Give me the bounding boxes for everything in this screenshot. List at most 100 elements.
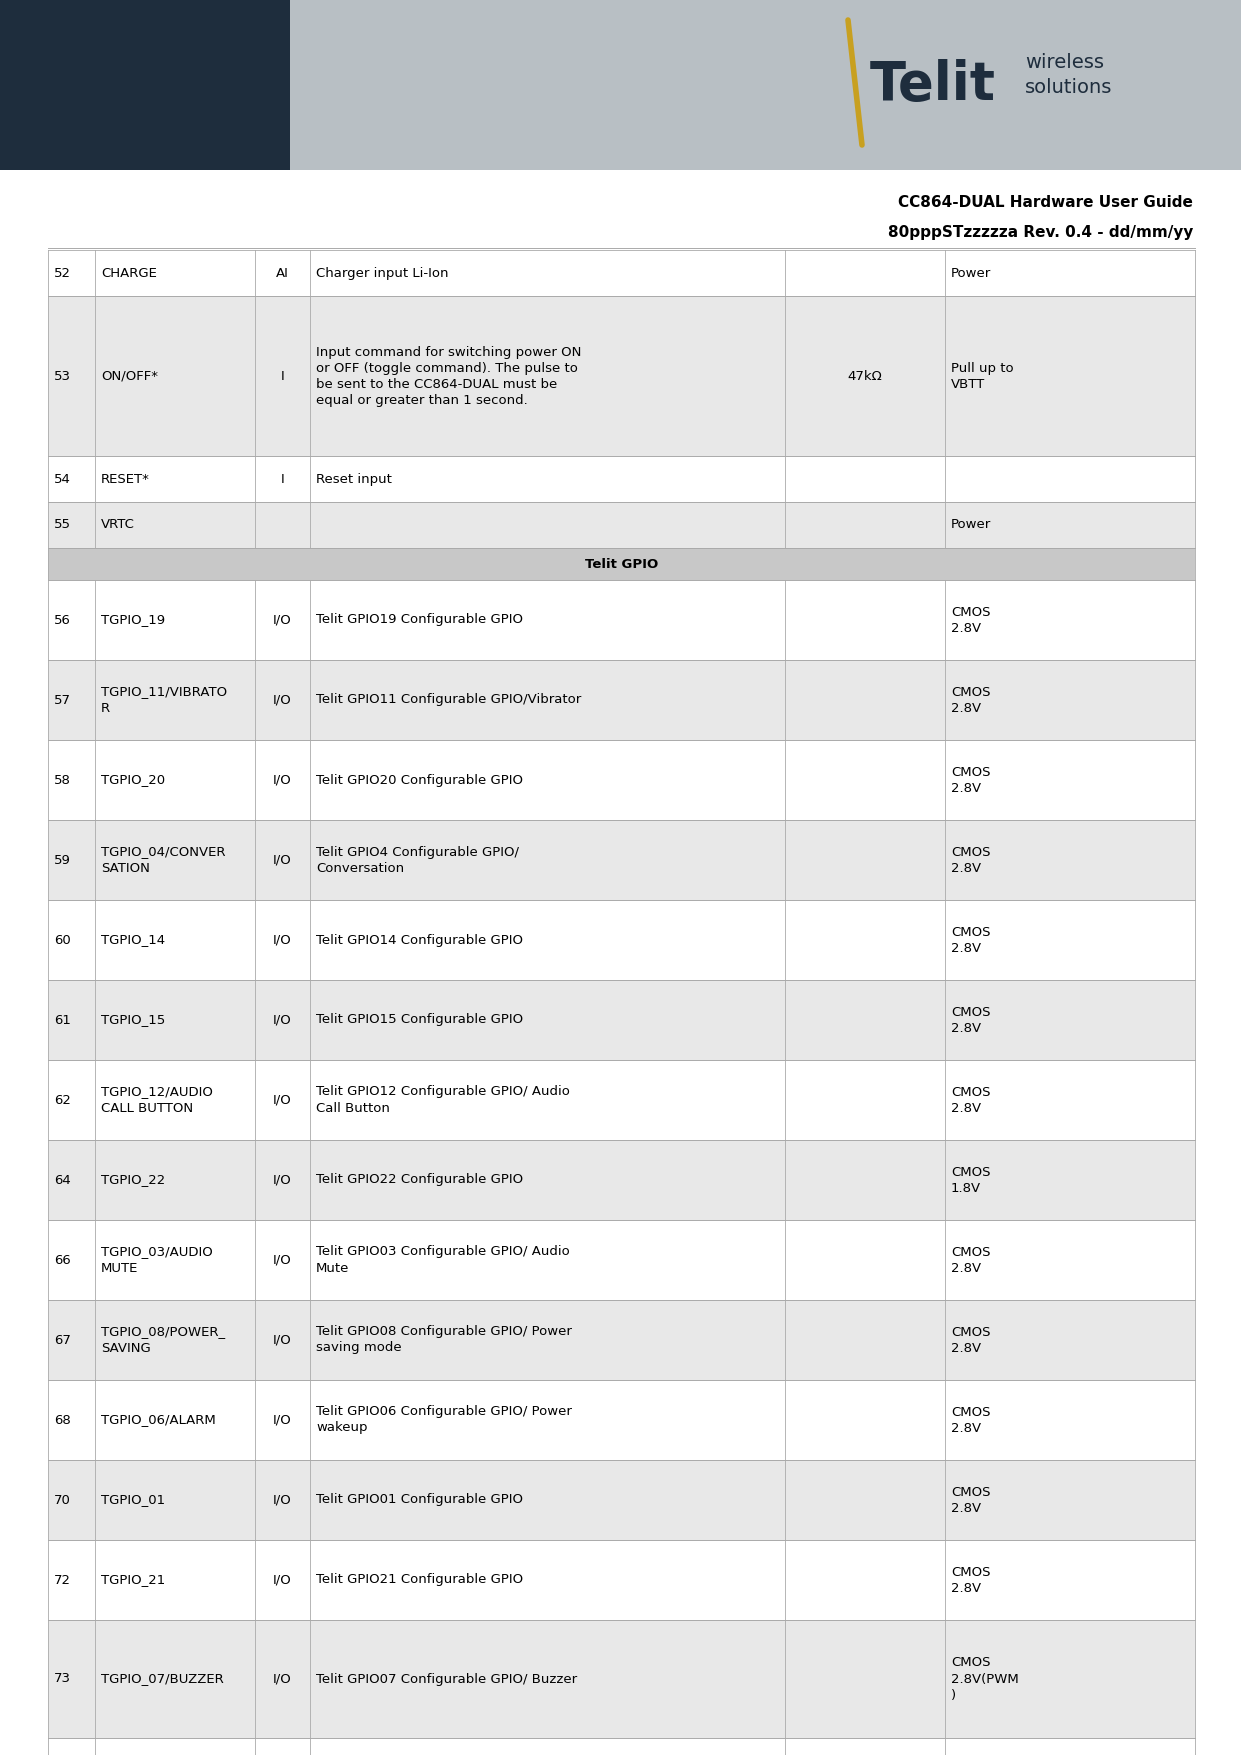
Text: 72: 72 [55,1574,71,1587]
Text: Telit GPIO19 Configurable GPIO: Telit GPIO19 Configurable GPIO [316,614,522,627]
Text: I/O: I/O [273,774,292,786]
Text: 73: 73 [55,1673,71,1685]
Text: Charger input Li-Ion: Charger input Li-Ion [316,267,448,279]
Text: TGPIO_12/AUDIO
CALL BUTTON: TGPIO_12/AUDIO CALL BUTTON [101,1086,213,1114]
Text: CMOS
2.8V: CMOS 2.8V [951,605,990,635]
Text: 55: 55 [55,518,71,532]
Text: wireless
solutions: wireless solutions [1025,53,1112,97]
Bar [0,0,290,170]
Text: 59: 59 [55,853,71,867]
Text: Telit GPIO07 Configurable GPIO/ Buzzer: Telit GPIO07 Configurable GPIO/ Buzzer [316,1673,577,1685]
Bar [48,456,1195,502]
Text: 57: 57 [55,693,71,707]
Text: 53: 53 [55,370,71,383]
Text: I/O: I/O [273,1093,292,1106]
Text: TGPIO_15: TGPIO_15 [101,1013,165,1027]
Bar [48,1620,1195,1737]
Text: Telit GPIO: Telit GPIO [585,558,658,570]
Text: RESET*: RESET* [101,472,150,486]
Text: I/O: I/O [273,853,292,867]
Text: 47kΩ: 47kΩ [848,370,882,383]
Text: I/O: I/O [273,934,292,946]
Text: CMOS
2.8V: CMOS 2.8V [951,846,990,874]
Text: 66: 66 [55,1253,71,1267]
Bar [48,502,1195,548]
Text: Telit GPIO20 Configurable GPIO: Telit GPIO20 Configurable GPIO [316,774,522,786]
Text: TGPIO_22: TGPIO_22 [101,1174,165,1186]
Text: Telit GPIO11 Configurable GPIO/Vibrator: Telit GPIO11 Configurable GPIO/Vibrator [316,693,581,707]
Text: 58: 58 [55,774,71,786]
Text: I/O: I/O [273,1673,292,1685]
Text: Pull up to
VBTT: Pull up to VBTT [951,362,1014,391]
Text: I/O: I/O [273,614,292,627]
Bar [48,1141,1195,1220]
Text: TGPIO_04/CONVER
SATION: TGPIO_04/CONVER SATION [101,846,226,874]
Bar [48,900,1195,979]
Text: I/O: I/O [273,1013,292,1027]
Bar [48,820,1195,900]
Text: Telit GPIO14 Configurable GPIO: Telit GPIO14 Configurable GPIO [316,934,522,946]
Text: Telit GPIO03 Configurable GPIO/ Audio
Mute: Telit GPIO03 Configurable GPIO/ Audio Mu… [316,1246,570,1274]
Text: AI: AI [276,267,289,279]
Text: 56: 56 [55,614,71,627]
Bar [48,579,1195,660]
Text: CMOS
2.8V: CMOS 2.8V [951,1485,990,1515]
Text: CMOS
2.8V: CMOS 2.8V [951,686,990,714]
Text: TGPIO_21: TGPIO_21 [101,1574,165,1587]
Text: TGPIO_06/ALARM: TGPIO_06/ALARM [101,1413,216,1427]
Text: I/O: I/O [273,1574,292,1587]
Text: 67: 67 [55,1334,71,1346]
Bar [48,1220,1195,1300]
Text: Telit GPIO08 Configurable GPIO/ Power
saving mode: Telit GPIO08 Configurable GPIO/ Power sa… [316,1325,572,1355]
Bar [48,1539,1195,1620]
Text: Power: Power [951,518,992,532]
Text: ON/OFF*: ON/OFF* [101,370,158,383]
Text: CMOS
1.8V: CMOS 1.8V [951,1165,990,1195]
Text: TGPIO_03/AUDIO
MUTE: TGPIO_03/AUDIO MUTE [101,1246,212,1274]
Text: TGPIO_14: TGPIO_14 [101,934,165,946]
Text: I/O: I/O [273,1253,292,1267]
Text: I/O: I/O [273,1174,292,1186]
Text: CMOS
2.8V: CMOS 2.8V [951,1325,990,1355]
Text: 68: 68 [55,1413,71,1427]
Text: Telit GPIO12 Configurable GPIO/ Audio
Call Button: Telit GPIO12 Configurable GPIO/ Audio Ca… [316,1086,570,1114]
Text: CHARGE: CHARGE [101,267,156,279]
Bar [48,741,1195,820]
Text: 60: 60 [55,934,71,946]
Bar [290,0,1241,170]
Bar [48,297,1195,456]
Text: TGPIO_19: TGPIO_19 [101,614,165,627]
Text: TGPIO_01: TGPIO_01 [101,1494,165,1506]
Text: 61: 61 [55,1013,71,1027]
Text: TGPIO_08/POWER_
SAVING: TGPIO_08/POWER_ SAVING [101,1325,225,1355]
Bar [48,660,1195,741]
Bar [48,1737,1195,1755]
Text: Telit GPIO01 Configurable GPIO: Telit GPIO01 Configurable GPIO [316,1494,522,1506]
Text: Telit GPIO21 Configurable GPIO: Telit GPIO21 Configurable GPIO [316,1574,524,1587]
Text: CMOS
2.8V: CMOS 2.8V [951,1406,990,1434]
Bar [48,249,1195,297]
Text: I/O: I/O [273,1413,292,1427]
Text: CMOS
2.8V(PWM
): CMOS 2.8V(PWM ) [951,1657,1019,1702]
Text: CC864-DUAL Hardware User Guide: CC864-DUAL Hardware User Guide [898,195,1193,211]
Text: I/O: I/O [273,693,292,707]
Text: 52: 52 [55,267,71,279]
Text: Telit GPIO06 Configurable GPIO/ Power
wakeup: Telit GPIO06 Configurable GPIO/ Power wa… [316,1406,572,1434]
Text: 54: 54 [55,472,71,486]
Text: I: I [280,472,284,486]
Text: CMOS
2.8V: CMOS 2.8V [951,1006,990,1034]
Text: Telit GPIO22 Configurable GPIO: Telit GPIO22 Configurable GPIO [316,1174,524,1186]
Text: 70: 70 [55,1494,71,1506]
Text: CMOS
2.8V: CMOS 2.8V [951,1086,990,1114]
Bar [48,1460,1195,1539]
Text: Reset input: Reset input [316,472,392,486]
Bar [48,548,1195,579]
Text: 64: 64 [55,1174,71,1186]
Text: I: I [280,370,284,383]
Bar [48,1300,1195,1379]
Text: CMOS
2.8V: CMOS 2.8V [951,925,990,955]
Text: I/O: I/O [273,1334,292,1346]
Text: 62: 62 [55,1093,71,1106]
Bar [48,1379,1195,1460]
Text: CMOS
2.8V: CMOS 2.8V [951,1246,990,1274]
